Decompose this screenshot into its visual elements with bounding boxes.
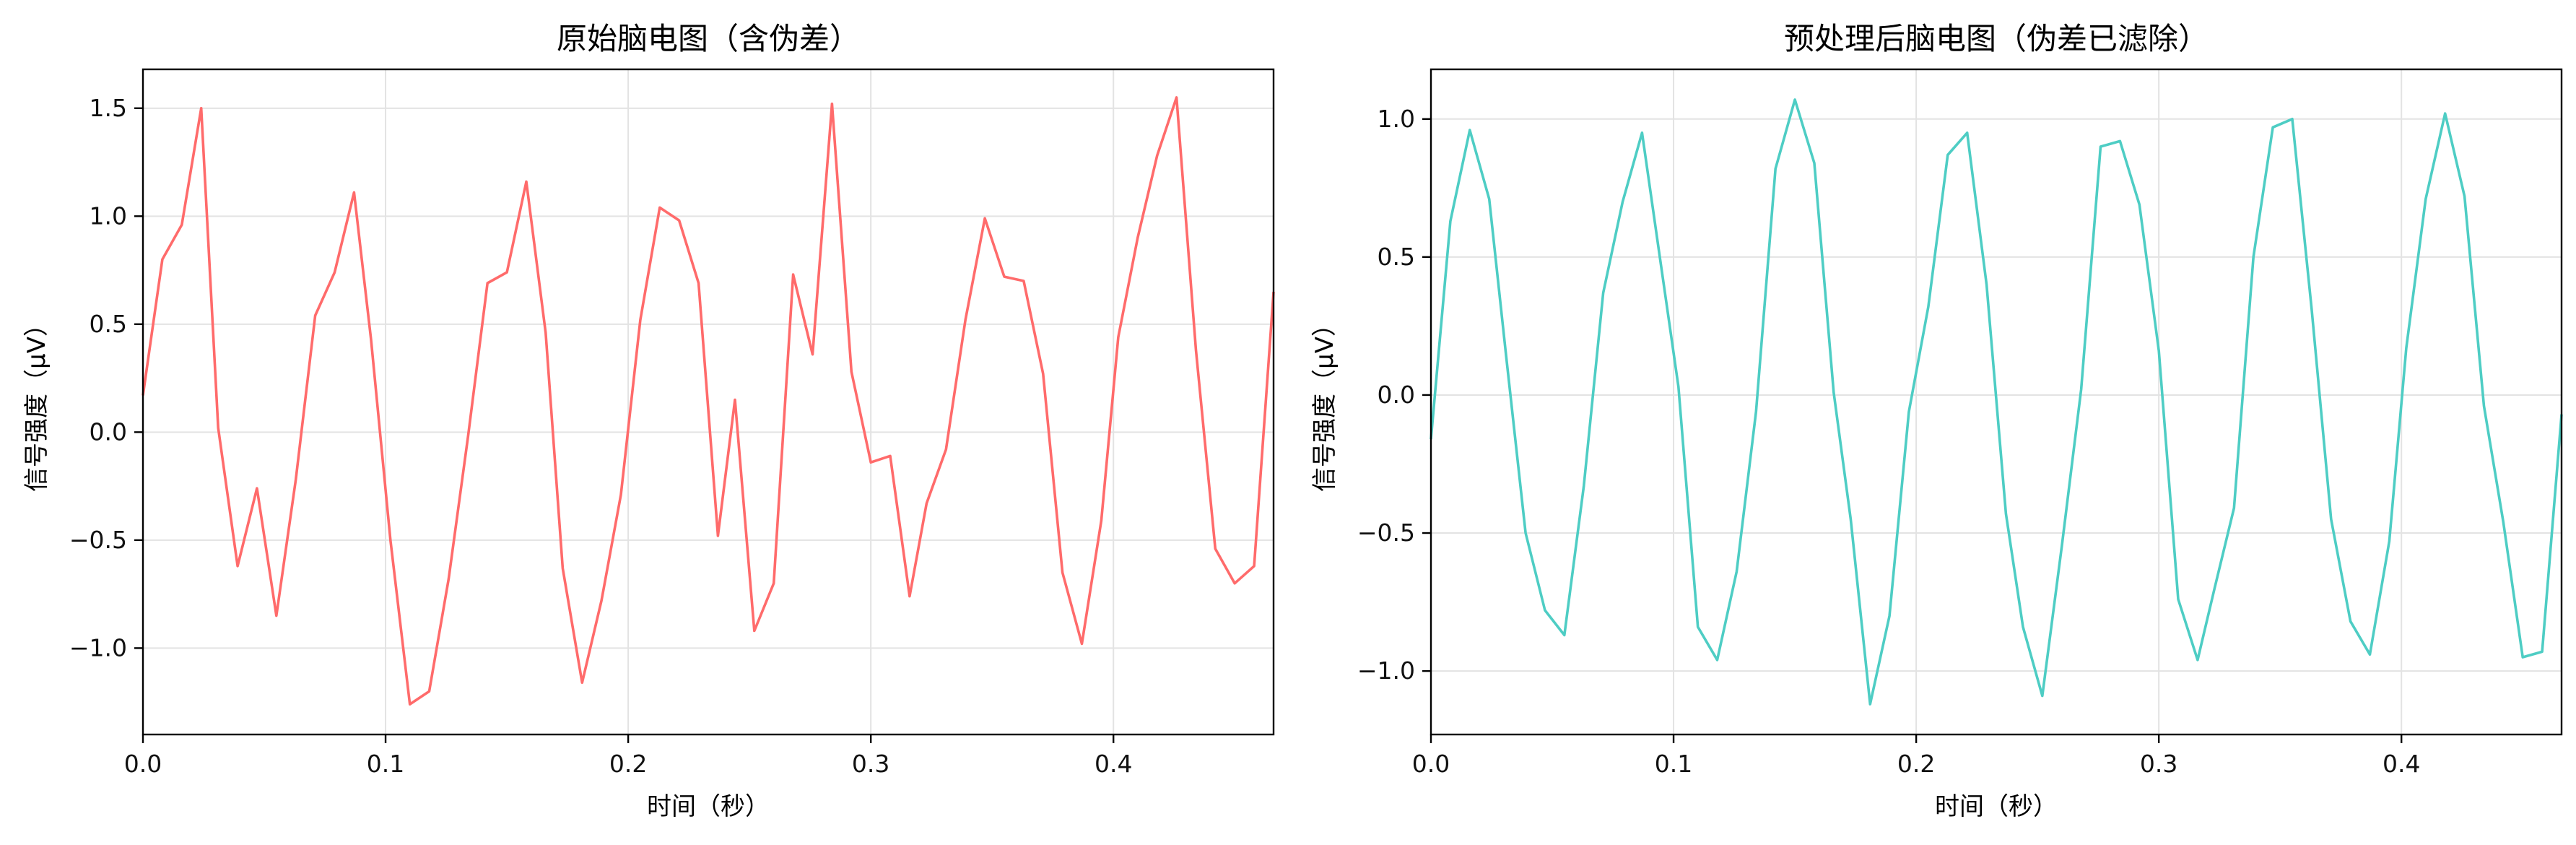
processed-eeg-chart: 0.0 0.1 0.2 0.3 0.4 −1.0 −0.5 0.0 0.5 1.0 预处理后脑电图（… bbox=[1288, 0, 2576, 842]
y-tick-label: −1.0 bbox=[69, 633, 127, 662]
x-axis-label: 时间（秒） bbox=[647, 792, 770, 821]
y-tick-label: 0.0 bbox=[1378, 381, 1415, 409]
series-line bbox=[142, 96, 1275, 706]
y-tick-label: −0.5 bbox=[1357, 519, 1415, 547]
x-tick-label: 0.4 bbox=[2383, 750, 2420, 778]
processed-eeg-chart-svg: 0.0 0.1 0.2 0.3 0.4 −1.0 −0.5 0.0 0.5 1.0 预处理后脑电图（… bbox=[1310, 21, 2563, 821]
x-tick-label: 0.2 bbox=[609, 750, 647, 778]
x-tick-label: 0.1 bbox=[367, 750, 404, 778]
x-tick-label: 0.0 bbox=[124, 750, 162, 778]
x-tick-label: 0.1 bbox=[1655, 750, 1692, 778]
chart-title: 预处理后脑电图（伪差已滤除） bbox=[1784, 21, 2209, 56]
x-tick-label: 0.0 bbox=[1412, 750, 1450, 778]
axes-frame bbox=[142, 68, 1275, 736]
y-tick-label: 1.5 bbox=[90, 94, 127, 122]
y-tick-label: 0.5 bbox=[90, 310, 127, 338]
y-tick-label: 0.0 bbox=[90, 417, 127, 446]
y-tick-label: 0.5 bbox=[1378, 243, 1415, 271]
x-tick-label: 0.2 bbox=[1897, 750, 1935, 778]
y-axis-label: 信号强度（μV） bbox=[22, 312, 51, 492]
y-tick-label: −1.0 bbox=[1357, 656, 1415, 685]
y-tick-label: 1.0 bbox=[90, 202, 127, 230]
x-tick-label: 0.3 bbox=[852, 750, 889, 778]
x-tick-label: 0.3 bbox=[2140, 750, 2177, 778]
x-axis-label: 时间（秒） bbox=[1935, 792, 2058, 821]
axes-frame bbox=[1430, 68, 2563, 736]
series-line bbox=[1430, 98, 2563, 706]
x-tick-label: 0.4 bbox=[1095, 750, 1132, 778]
raw-eeg-chart-svg: 0.0 0.1 0.2 0.3 0.4 −1.0 −0.5 0.0 0.5 1.0 1.5 原始脑电图… bbox=[22, 21, 1275, 821]
y-tick-label: 1.0 bbox=[1378, 105, 1415, 133]
y-axis-label: 信号强度（μV） bbox=[1310, 312, 1339, 492]
raw-eeg-chart: 0.0 0.1 0.2 0.3 0.4 −1.0 −0.5 0.0 0.5 1.0 1.5 原始脑电图… bbox=[0, 0, 1288, 842]
chart-title: 原始脑电图（含伪差） bbox=[557, 21, 860, 56]
y-tick-label: −0.5 bbox=[69, 526, 127, 554]
